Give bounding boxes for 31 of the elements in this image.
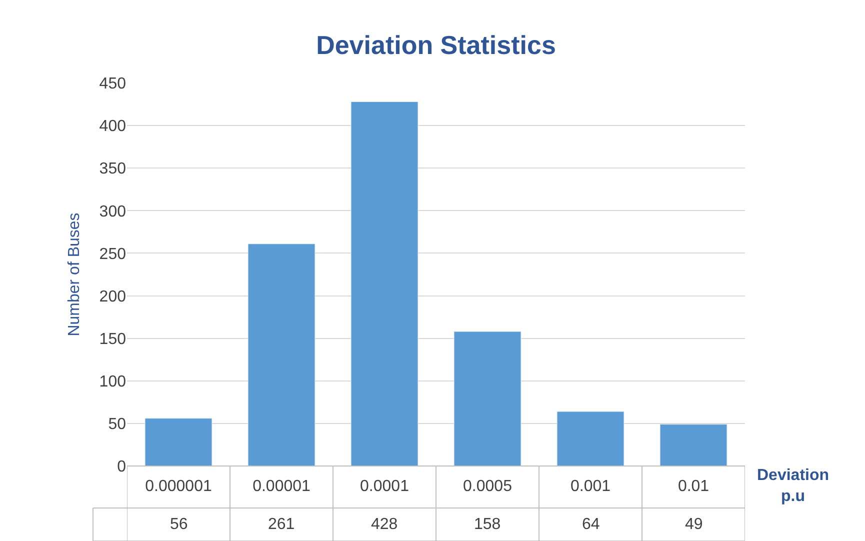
y-tick-label: 150 <box>99 330 126 348</box>
bar <box>454 331 522 466</box>
y-tick-label: 300 <box>99 203 126 220</box>
bar <box>556 411 624 466</box>
data-label: 64 <box>582 516 600 533</box>
data-label: 49 <box>685 516 703 533</box>
bar <box>350 101 418 466</box>
x-tick-label: 0.01 <box>678 478 710 495</box>
y-tick-label: 400 <box>99 118 126 136</box>
data-label: 158 <box>474 516 501 533</box>
x-tick-label: 0.001 <box>570 478 611 495</box>
y-tick-label: 100 <box>99 373 126 390</box>
chart-title: Deviation Statistics <box>316 30 556 60</box>
x-tick-label: 0.000001 <box>145 478 212 495</box>
y-tick-label: 350 <box>99 160 126 178</box>
y-tick-label: 0 <box>117 458 126 476</box>
x-tick-label: 0.0001 <box>360 478 410 495</box>
y-tick-label: 200 <box>99 288 126 306</box>
x-tick-label: 0.00001 <box>252 478 311 495</box>
y-tick-label: 50 <box>108 416 126 434</box>
x-tick-label: 0.0005 <box>463 478 512 495</box>
bar <box>248 244 316 466</box>
x-axis-title: Deviation p.u <box>757 467 830 505</box>
y-axis-title: Number of Buses <box>66 212 84 336</box>
data-label: 56 <box>170 516 188 533</box>
data-label: 428 <box>371 516 398 533</box>
data-label: 261 <box>268 516 295 533</box>
bar <box>660 424 728 466</box>
bar <box>144 418 212 466</box>
y-tick-label: 250 <box>99 246 126 263</box>
y-tick-label: 450 <box>99 76 126 93</box>
